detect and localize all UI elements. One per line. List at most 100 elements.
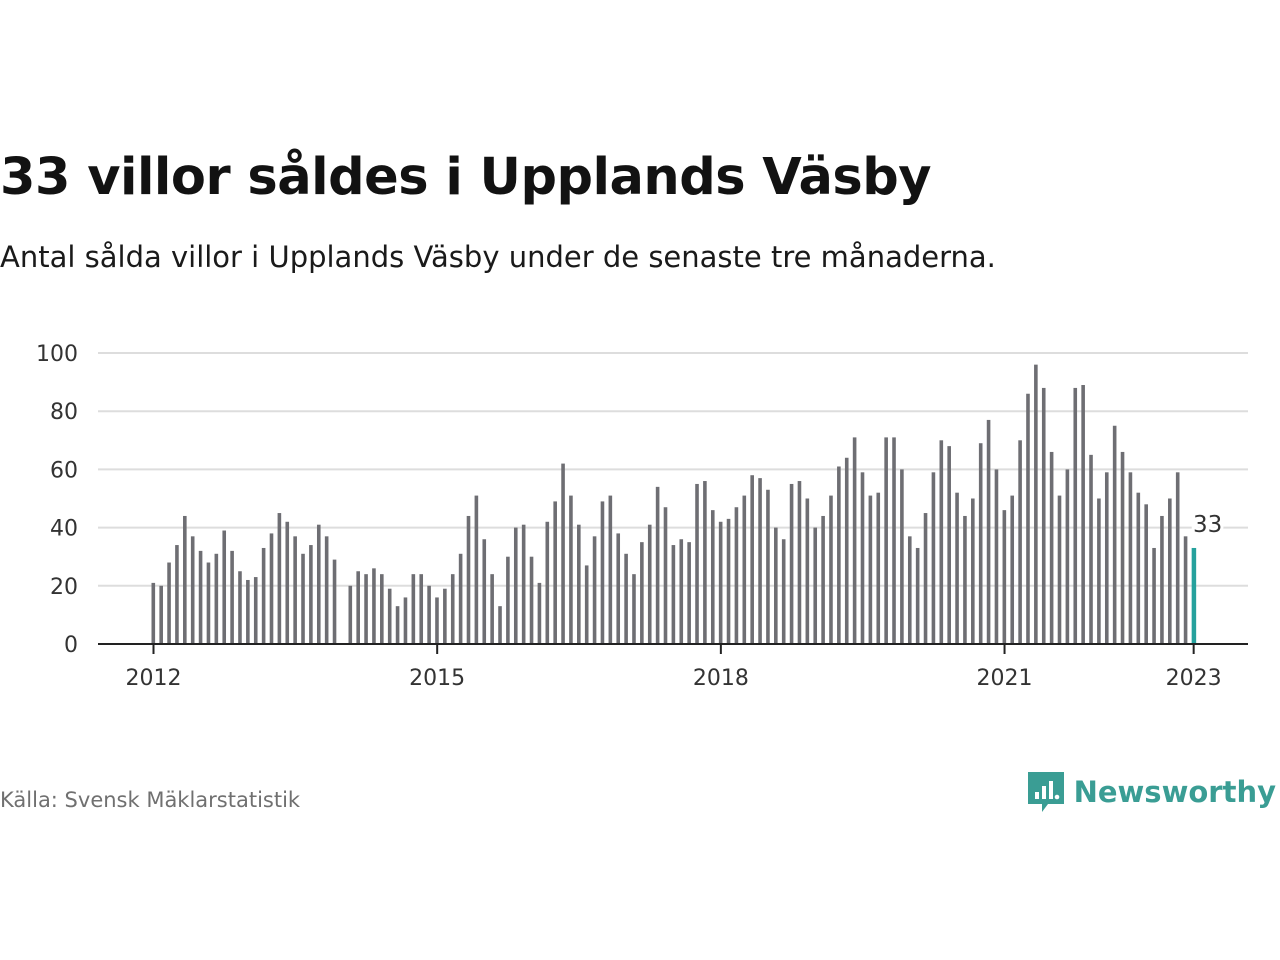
bar	[458, 553, 463, 644]
bar	[923, 513, 928, 644]
bar	[766, 489, 770, 644]
bar	[1175, 472, 1180, 644]
bar	[569, 495, 573, 644]
bar	[703, 481, 707, 644]
bar	[852, 437, 857, 644]
bar	[774, 527, 778, 644]
bar	[238, 571, 242, 644]
bar	[671, 545, 676, 644]
bars	[151, 364, 1197, 644]
y-tick-label: 80	[50, 400, 78, 425]
bar	[584, 565, 589, 644]
bar	[1026, 393, 1030, 644]
bar	[837, 466, 841, 644]
bar	[1097, 498, 1101, 644]
bar	[915, 547, 920, 644]
bar	[1144, 504, 1148, 644]
bar	[356, 571, 360, 644]
bar	[844, 457, 849, 644]
bar	[167, 562, 171, 644]
bar	[324, 536, 329, 644]
bar	[907, 536, 912, 644]
bar	[734, 507, 739, 644]
chart-subtitle: Antal sålda villor i Upplands Väsby unde…	[0, 240, 996, 274]
bar	[1168, 498, 1172, 644]
bar	[285, 521, 290, 644]
bar	[474, 495, 479, 644]
bar	[348, 585, 353, 644]
bar	[246, 579, 250, 644]
bar	[466, 515, 471, 644]
bar	[309, 545, 313, 644]
source-note: Källa: Svensk Mäklarstatistik	[0, 788, 301, 812]
bar	[175, 545, 179, 644]
bar	[1057, 495, 1062, 644]
bar	[198, 550, 203, 644]
bar	[663, 507, 668, 644]
chart-title: 33 villor såldes i Upplands Väsby	[0, 148, 932, 207]
bar	[592, 536, 597, 644]
x-tick-label: 2018	[693, 666, 749, 691]
bar	[261, 547, 266, 644]
bar	[482, 539, 487, 644]
bar	[971, 498, 975, 644]
bar	[183, 515, 187, 644]
bar	[758, 478, 762, 644]
bar	[269, 533, 274, 644]
bar	[994, 469, 999, 644]
brand-logo: Newsworthy	[1026, 770, 1276, 814]
bar	[411, 574, 416, 644]
bar	[978, 443, 983, 644]
bar	[293, 536, 297, 644]
y-tick-label: 20	[50, 575, 78, 600]
y-tick-label: 100	[36, 342, 78, 367]
bar	[632, 574, 636, 644]
bar	[230, 550, 234, 644]
bar	[529, 556, 534, 644]
bar	[1136, 492, 1141, 644]
bar	[253, 577, 258, 644]
bar	[640, 542, 644, 644]
bar	[1065, 469, 1070, 644]
bar	[655, 486, 660, 644]
bar	[513, 527, 518, 644]
bar	[427, 585, 431, 644]
bar	[403, 597, 408, 644]
bar	[222, 530, 227, 644]
bar	[1081, 385, 1085, 644]
bar	[860, 472, 865, 644]
x-tick-label: 2021	[977, 666, 1033, 691]
bar	[301, 553, 305, 644]
bar	[545, 521, 550, 644]
bar	[537, 582, 542, 644]
bar	[206, 562, 211, 644]
bar	[892, 437, 896, 644]
bar	[1073, 387, 1078, 644]
bar	[498, 606, 502, 644]
bar	[600, 501, 605, 644]
bar	[710, 510, 715, 644]
highlight-value-label: 33	[1193, 512, 1222, 538]
bar	[490, 574, 494, 644]
bar	[789, 483, 794, 644]
bar	[939, 440, 944, 644]
bar	[1041, 387, 1046, 644]
newsworthy-logo-icon	[1027, 772, 1064, 812]
bar	[1152, 547, 1156, 644]
bar	[419, 574, 424, 644]
bar	[750, 475, 754, 644]
bar	[332, 559, 337, 644]
axes: 0 20 40 60 80 100 33 2012 2015 2018 2021 2023	[36, 342, 1248, 691]
gridlines	[98, 352, 1248, 587]
brand-name: Newsworthy	[1073, 775, 1276, 809]
bar	[900, 469, 904, 644]
x-tick-label: 2012	[126, 666, 182, 691]
bar	[687, 542, 691, 644]
bar	[1120, 451, 1125, 644]
bar	[1128, 472, 1133, 644]
bar	[947, 446, 951, 644]
bar	[277, 513, 282, 644]
y-tick-label: 0	[64, 633, 78, 658]
bar	[316, 524, 321, 644]
bar	[372, 568, 376, 644]
